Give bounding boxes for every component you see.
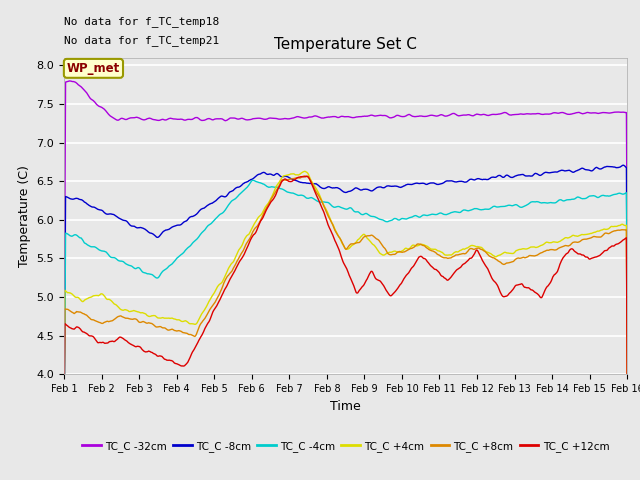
Text: No data for f_TC_temp18: No data for f_TC_temp18 (64, 16, 220, 27)
X-axis label: Time: Time (330, 400, 361, 413)
Text: WP_met: WP_met (67, 62, 120, 75)
Y-axis label: Temperature (C): Temperature (C) (18, 165, 31, 267)
Text: No data for f_TC_temp21: No data for f_TC_temp21 (64, 36, 220, 47)
Legend: TC_C -32cm, TC_C -8cm, TC_C -4cm, TC_C +4cm, TC_C +8cm, TC_C +12cm: TC_C -32cm, TC_C -8cm, TC_C -4cm, TC_C +… (77, 437, 614, 456)
Title: Temperature Set C: Temperature Set C (274, 37, 417, 52)
